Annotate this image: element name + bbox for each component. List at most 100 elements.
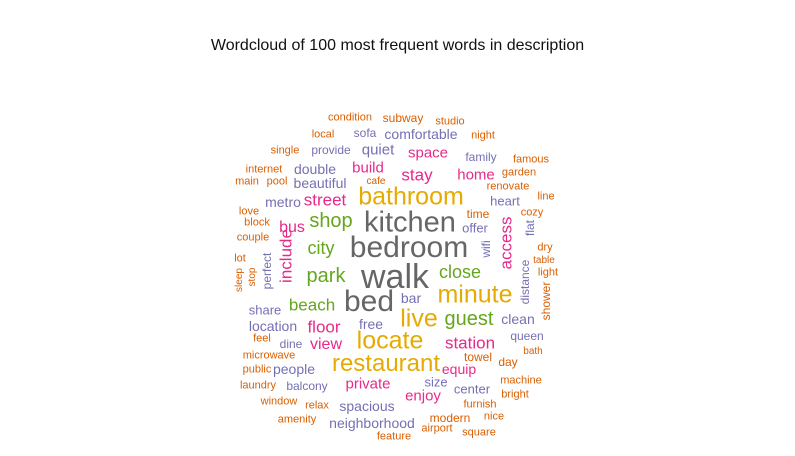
word-offer: offer: [462, 220, 488, 236]
word-comfortable: comfortable: [384, 126, 458, 142]
word-condition: condition: [327, 111, 373, 124]
word-block: block: [244, 216, 270, 229]
word-light: light: [537, 266, 559, 279]
word-bar: bar: [400, 290, 422, 306]
word-nice: nice: [483, 410, 505, 423]
word-pool: pool: [266, 175, 288, 188]
word-space: space: [407, 144, 449, 162]
word-microwave: microwave: [242, 349, 296, 362]
word-free: free: [358, 316, 384, 332]
word-shower: shower: [539, 281, 553, 321]
word-shop: shop: [309, 210, 353, 232]
word-furnish: furnish: [463, 398, 497, 411]
word-provide: provide: [311, 143, 351, 157]
word-bus: bus: [279, 219, 305, 236]
word-bedroom: bedroom: [349, 231, 469, 264]
word-beautiful: beautiful: [293, 175, 347, 191]
word-towel: towel: [463, 350, 493, 364]
word-studio: studio: [435, 115, 465, 128]
word-single: single: [270, 144, 300, 157]
word-balcony: balcony: [286, 379, 328, 393]
word-minute: minute: [437, 280, 513, 309]
word-subway: subway: [382, 111, 424, 125]
word-time: time: [466, 207, 490, 221]
word-amenity: amenity: [277, 413, 317, 426]
word-close: close: [438, 262, 482, 282]
word-renovate: renovate: [486, 180, 530, 193]
word-clean: clean: [501, 311, 535, 327]
word-lot: lot: [234, 252, 246, 265]
word-size: size: [424, 374, 448, 390]
word-station: station: [444, 333, 496, 353]
word-famous: famous: [512, 153, 550, 166]
word-perfect: perfect: [260, 252, 274, 290]
word-bathroom: bathroom: [358, 182, 464, 211]
word-spacious: spacious: [339, 398, 395, 414]
word-main: main: [235, 175, 259, 188]
word-table: table: [533, 255, 555, 266]
word-square: square: [462, 426, 496, 439]
word-internet: internet: [245, 163, 283, 176]
word-kitchen: kitchen: [364, 206, 456, 239]
word-park: park: [306, 265, 346, 287]
word-machine: machine: [500, 374, 542, 387]
word-line: line: [537, 190, 555, 203]
word-bath: bath: [523, 346, 543, 357]
word-feel: feel: [253, 332, 271, 345]
word-build: build: [352, 159, 384, 177]
word-walk: walk: [360, 258, 430, 296]
word-bed: bed: [343, 285, 395, 318]
word-enjoy: enjoy: [405, 387, 441, 405]
word-dine: dine: [279, 337, 303, 351]
word-location: location: [248, 318, 298, 334]
word-day: day: [498, 355, 518, 369]
word-dry: dry: [537, 241, 553, 254]
word-relax: relax: [305, 399, 329, 412]
word-neighborhood: neighborhood: [329, 415, 415, 431]
word-cafe: cafe: [366, 176, 386, 187]
word-stop: stop: [247, 267, 258, 287]
word-street: street: [303, 190, 347, 210]
word-locate: locate: [356, 326, 424, 355]
word-quiet: quiet: [361, 141, 395, 159]
word-bright: bright: [501, 388, 529, 401]
word-access: access: [496, 216, 516, 270]
word-include: include: [276, 229, 296, 283]
word-private: private: [345, 375, 391, 393]
word-sofa: sofa: [353, 126, 377, 140]
word-local: local: [311, 128, 335, 141]
word-feature: feature: [376, 430, 412, 443]
word-airport: airport: [421, 422, 453, 435]
word-metro: metro: [265, 194, 301, 210]
word-garden: garden: [501, 166, 537, 179]
word-modern: modern: [429, 411, 471, 425]
word-people: people: [272, 361, 316, 377]
word-beach: beach: [288, 295, 336, 315]
word-restaurant: restaurant: [331, 350, 441, 377]
word-city: city: [307, 238, 335, 258]
word-view: view: [309, 336, 343, 353]
word-queen: queen: [510, 329, 544, 343]
word-flat: flat: [523, 219, 537, 237]
word-night: night: [471, 129, 495, 142]
word-laundry: laundry: [239, 379, 277, 392]
word-floor: floor: [307, 317, 341, 337]
word-center: center: [453, 381, 491, 397]
word-double: double: [293, 161, 337, 177]
word-distance: distance: [518, 259, 532, 305]
word-public: public: [242, 363, 272, 376]
word-couple: couple: [236, 231, 270, 244]
word-heart: heart: [490, 193, 520, 209]
word-share: share: [248, 302, 282, 318]
word-home: home: [457, 166, 495, 184]
word-window: window: [260, 395, 298, 408]
word-stay: stay: [401, 165, 433, 185]
word-equip: equip: [441, 361, 477, 377]
word-wifi: wifi: [479, 240, 493, 258]
word-live: live: [400, 304, 438, 333]
chart-title: Wordcloud of 100 most frequent words in …: [210, 37, 585, 54]
word-sleep: sleep: [234, 268, 245, 292]
word-guest: guest: [444, 308, 494, 330]
word-love: love: [238, 205, 260, 218]
